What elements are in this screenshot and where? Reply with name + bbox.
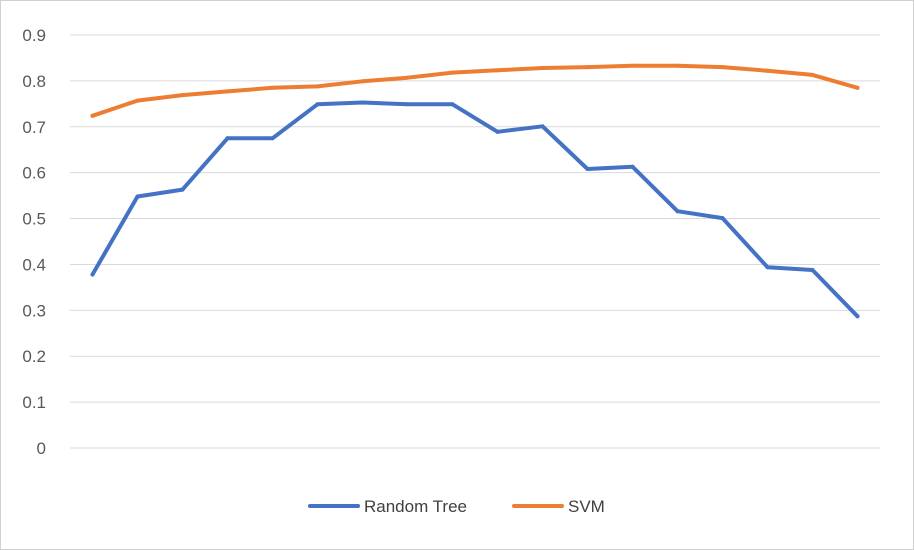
y-tick-label: 0.6 <box>22 164 46 183</box>
y-tick-label: 0.2 <box>22 347 46 366</box>
data-point <box>225 89 230 94</box>
y-tick-label: 0.3 <box>22 301 46 320</box>
data-point <box>90 113 95 118</box>
legend-label: Random Tree <box>364 497 467 516</box>
data-point <box>180 93 185 98</box>
data-point <box>585 166 590 171</box>
data-point <box>450 102 455 107</box>
data-point <box>855 314 860 319</box>
series-line-random-tree <box>90 100 860 319</box>
data-point <box>225 136 230 141</box>
series-lines <box>90 63 860 319</box>
data-point <box>495 129 500 134</box>
data-point <box>765 265 770 270</box>
data-point <box>720 216 725 221</box>
data-point <box>270 136 275 141</box>
y-axis-ticks: 0 0.1 0.2 0.3 0.4 0.5 0.6 0.7 0.8 0.9 <box>22 26 46 458</box>
data-point <box>765 68 770 73</box>
data-point <box>630 63 635 68</box>
data-point <box>810 72 815 77</box>
data-point <box>855 85 860 90</box>
legend-label: SVM <box>568 497 605 516</box>
data-point <box>540 124 545 129</box>
data-point <box>810 267 815 272</box>
data-point <box>405 102 410 107</box>
y-tick-label: 0.5 <box>22 210 46 229</box>
y-tick-label: 0.8 <box>22 72 46 91</box>
y-tick-label: 0.1 <box>22 393 46 412</box>
y-tick-label: 0.9 <box>22 26 46 45</box>
data-point <box>540 66 545 71</box>
data-point <box>180 187 185 192</box>
data-point <box>360 79 365 84</box>
data-point <box>405 75 410 80</box>
data-point <box>270 85 275 90</box>
data-point <box>360 100 365 105</box>
y-tick-label: 0 <box>37 439 46 458</box>
data-point <box>720 65 725 70</box>
series-line-svm <box>90 63 860 118</box>
data-point <box>675 63 680 68</box>
data-point <box>450 70 455 75</box>
data-point <box>135 194 140 199</box>
y-tick-label: 0.7 <box>22 118 46 137</box>
gridlines <box>70 34 880 449</box>
y-tick-label: 0.4 <box>22 255 46 274</box>
data-point <box>675 209 680 214</box>
data-point <box>495 68 500 73</box>
data-point <box>315 102 320 107</box>
data-point <box>315 84 320 89</box>
data-point <box>135 98 140 103</box>
data-point <box>630 164 635 169</box>
data-point <box>585 65 590 70</box>
legend: Random Tree SVM <box>308 497 605 516</box>
data-point <box>90 272 95 277</box>
